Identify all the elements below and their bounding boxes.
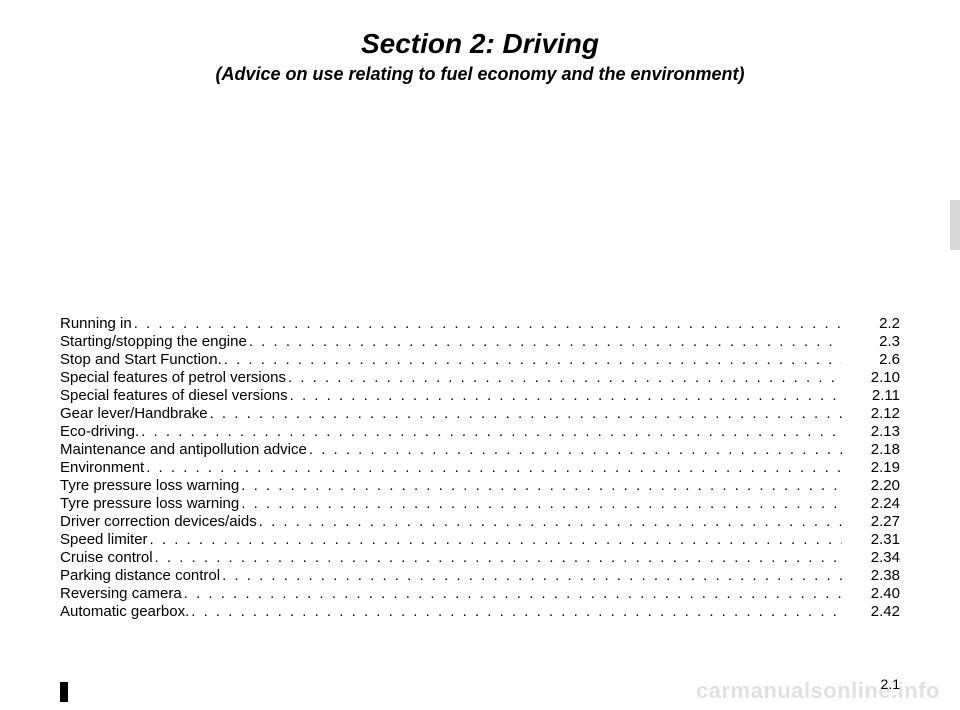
toc-leader-dots [150, 531, 842, 549]
toc-page: 2.13 [846, 423, 900, 441]
side-tab [950, 200, 960, 250]
toc-row: Driver correction devices/aids 2.27 [60, 513, 900, 531]
toc-row: Maintenance and antipollution advice 2.18 [60, 441, 900, 459]
toc-label: Parking distance control [60, 567, 220, 585]
toc-leader-dots [134, 315, 842, 333]
toc-label: Tyre pressure loss warning [60, 477, 239, 495]
toc-row: Automatic gearbox. 2.42 [60, 603, 900, 621]
toc-leader-dots [146, 459, 842, 477]
toc-row: Tyre pressure loss warning 2.24 [60, 495, 900, 513]
toc-label: Tyre pressure loss warning [60, 495, 239, 513]
toc-label: Driver correction devices/aids [60, 513, 257, 531]
toc-leader-dots [288, 369, 842, 387]
toc-leader-dots [210, 405, 842, 423]
toc-label: Gear lever/Handbrake [60, 405, 208, 423]
toc-label: Starting/stopping the engine [60, 333, 247, 351]
toc-row: Environment 2.19 [60, 459, 900, 477]
toc-page: 2.40 [846, 585, 900, 603]
table-of-contents: Running in2.2Starting/stopping the engin… [60, 315, 900, 621]
toc-row: Speed limiter 2.31 [60, 531, 900, 549]
toc-row: Gear lever/Handbrake 2.12 [60, 405, 900, 423]
toc-page: 2.2 [846, 315, 900, 333]
toc-row: Running in 2.2 [60, 315, 900, 333]
toc-leader-dots [309, 441, 842, 459]
section-title: Section 2: Driving [60, 28, 900, 60]
toc-leader-dots [222, 567, 842, 585]
toc-label: Maintenance and antipollution advice [60, 441, 307, 459]
manual-page: Section 2: Driving (Advice on use relati… [0, 0, 960, 621]
toc-page: 2.24 [846, 495, 900, 513]
toc-row: Stop and Start Function. 2.6 [60, 351, 900, 369]
toc-leader-dots [249, 333, 842, 351]
toc-page: 2.38 [846, 567, 900, 585]
toc-row: Eco-driving. 2.13 [60, 423, 900, 441]
toc-page: 2.10 [846, 369, 900, 387]
toc-page: 2.12 [846, 405, 900, 423]
toc-page: 2.11 [846, 387, 900, 405]
section-subtitle: (Advice on use relating to fuel economy … [60, 64, 900, 85]
watermark-text: carmanualsonline.info [696, 678, 940, 704]
toc-leader-dots [155, 549, 842, 567]
toc-page: 2.34 [846, 549, 900, 567]
toc-leader-dots [241, 477, 842, 495]
toc-page: 2.42 [846, 603, 900, 621]
toc-label: Eco-driving. [60, 423, 139, 441]
toc-leader-dots [259, 513, 842, 531]
toc-page: 2.19 [846, 459, 900, 477]
toc-row: Parking distance control 2.38 [60, 567, 900, 585]
toc-leader-dots [241, 495, 842, 513]
toc-row: Cruise control 2.34 [60, 549, 900, 567]
toc-label: Cruise control [60, 549, 153, 567]
toc-row: Tyre pressure loss warning 2.20 [60, 477, 900, 495]
toc-page: 2.18 [846, 441, 900, 459]
toc-page: 2.6 [846, 351, 900, 369]
toc-row: Special features of petrol versions 2.10 [60, 369, 900, 387]
toc-row: Reversing camera 2.40 [60, 585, 900, 603]
toc-leader-dots [141, 423, 842, 441]
toc-leader-dots [191, 603, 842, 621]
toc-page: 2.20 [846, 477, 900, 495]
toc-row: Special features of diesel versions 2.11 [60, 387, 900, 405]
toc-page: 2.31 [846, 531, 900, 549]
toc-page: 2.27 [846, 513, 900, 531]
toc-label: Special features of petrol versions [60, 369, 286, 387]
footer-mark [60, 682, 68, 702]
toc-label: Running in [60, 315, 132, 333]
toc-label: Reversing camera [60, 585, 182, 603]
toc-label: Automatic gearbox. [60, 603, 189, 621]
toc-leader-dots [184, 585, 842, 603]
toc-page: 2.3 [846, 333, 900, 351]
toc-label: Stop and Start Function. [60, 351, 222, 369]
toc-row: Starting/stopping the engine 2.3 [60, 333, 900, 351]
toc-leader-dots [290, 387, 842, 405]
toc-leader-dots [224, 351, 842, 369]
toc-label: Special features of diesel versions [60, 387, 288, 405]
toc-label: Environment [60, 459, 144, 477]
toc-label: Speed limiter [60, 531, 148, 549]
